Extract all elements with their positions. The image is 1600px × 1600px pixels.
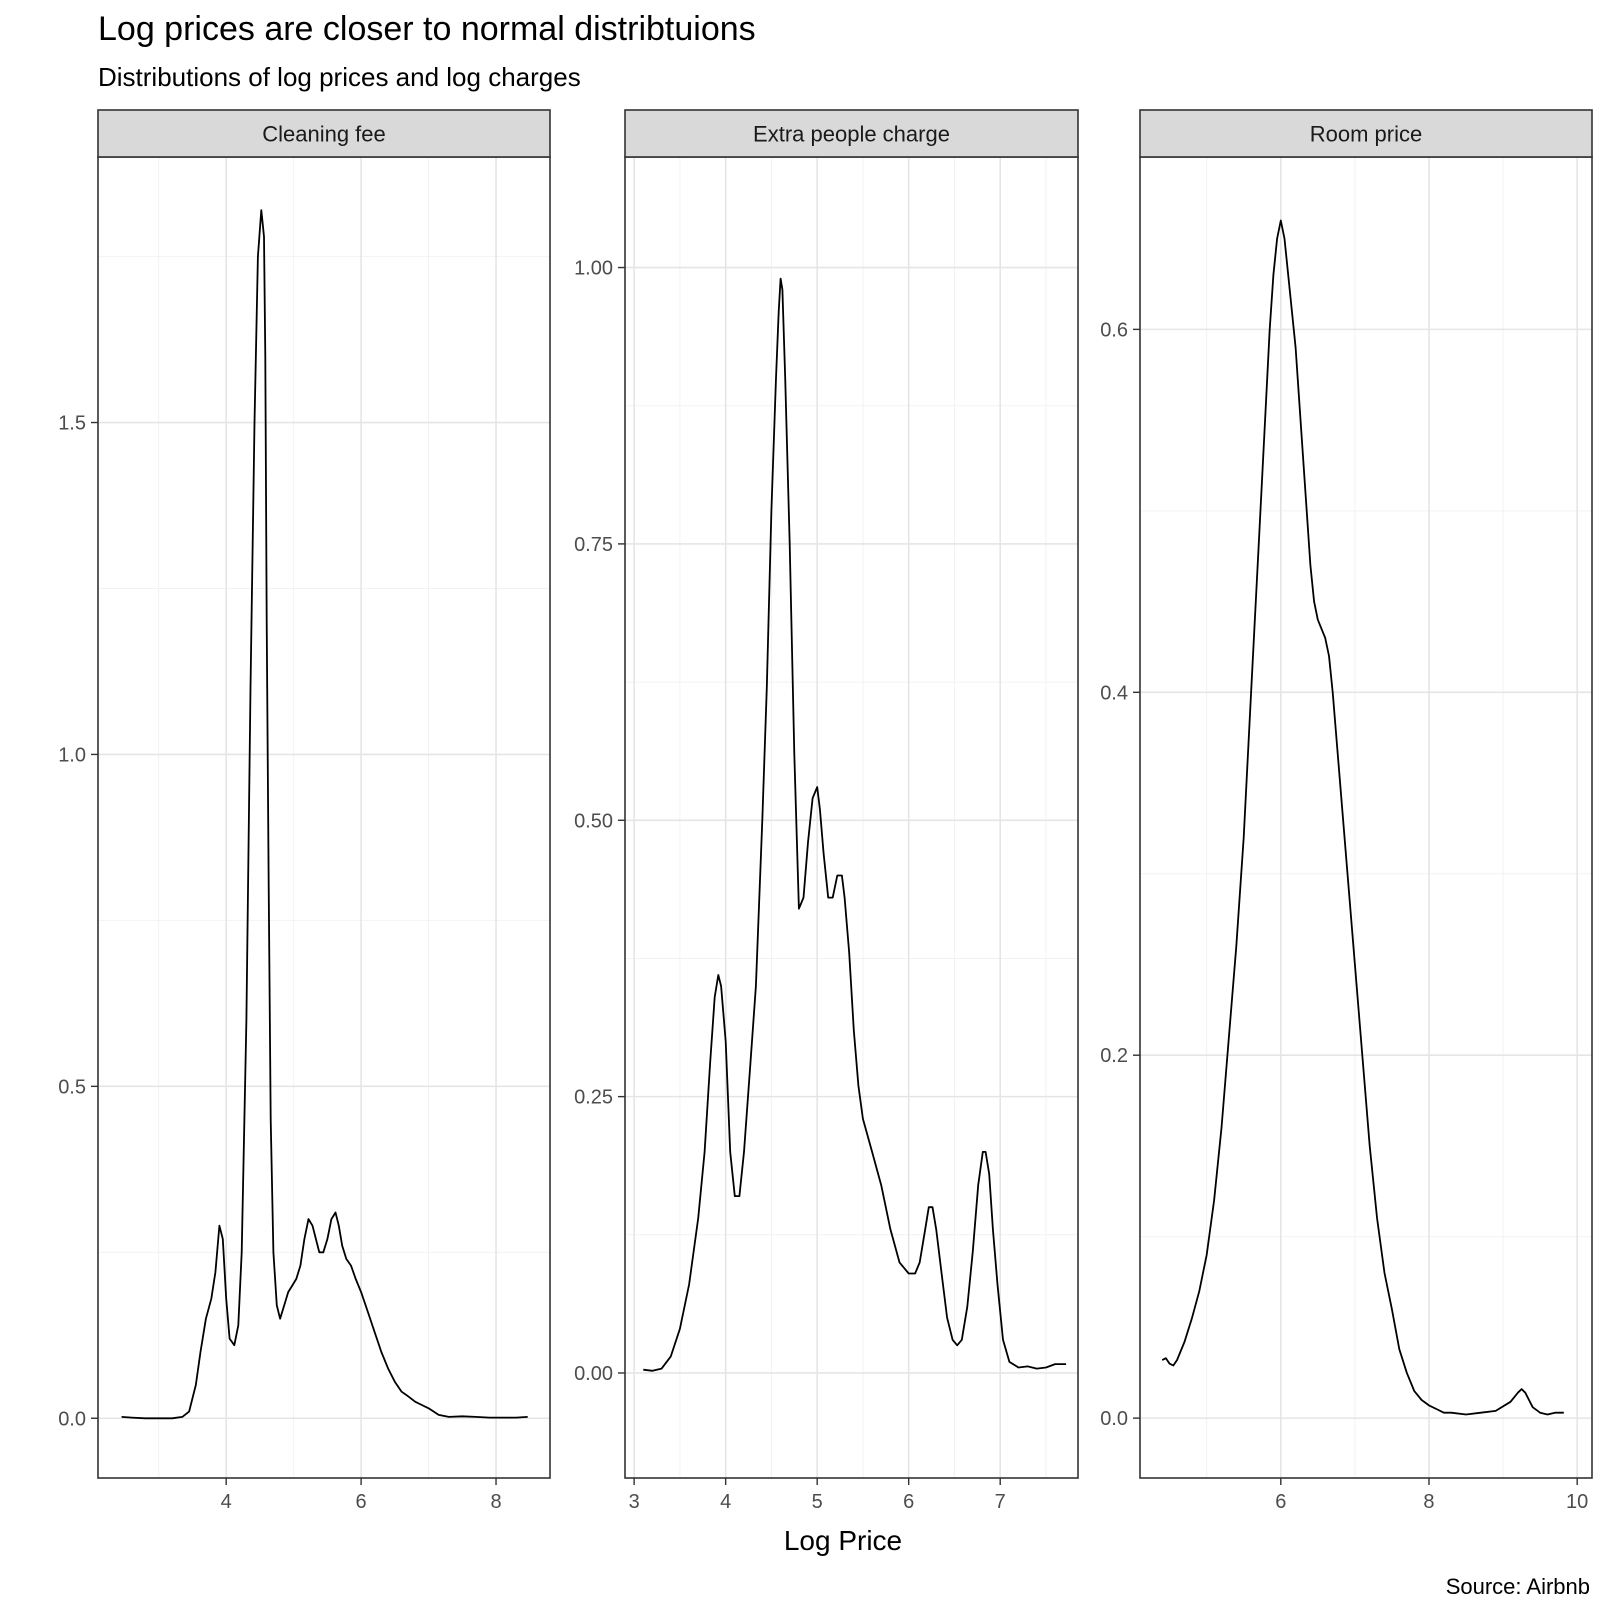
- y-tick-label: 1.5: [58, 413, 86, 435]
- facet-panel-1: Cleaning fee 4 6 8 0.0 0.5 1.0 1.5: [58, 109, 551, 1513]
- y-tick-label: 0.0: [1100, 1408, 1128, 1430]
- y-tick-label: 0.25: [574, 1087, 613, 1109]
- x-tick-label: 10: [1566, 1491, 1588, 1513]
- y-tick-label: 1.0: [58, 744, 86, 766]
- x-tick-label: 6: [356, 1491, 367, 1513]
- panel-border: [97, 156, 551, 1479]
- facet-panel-3: Room price 6 8 10 0.0 0.2 0.4 0.6: [1100, 109, 1593, 1513]
- y-tick-label: 0.5: [58, 1076, 86, 1098]
- x-tick-label: 6: [903, 1491, 914, 1513]
- density-line-3: [1161, 219, 1564, 1416]
- y-tick-label: 0.4: [1100, 682, 1128, 704]
- y-tick-label: 0.2: [1100, 1045, 1128, 1067]
- y-tick-label: 0.6: [1100, 319, 1128, 341]
- y-tick-label: 0.00: [574, 1363, 613, 1385]
- facet-strip-label: Extra people charge: [753, 122, 950, 147]
- x-axis-title: Log Price: [784, 1525, 902, 1556]
- density-line-1: [121, 209, 528, 1420]
- facet-strip-label: Room price: [1310, 122, 1422, 147]
- chart-caption: Source: Airbnb: [1445, 1574, 1590, 1599]
- chart-subtitle: Distributions of log prices and log char…: [98, 62, 581, 92]
- chart-title: Log prices are closer to normal distribt…: [98, 10, 756, 48]
- x-tick-label: 4: [221, 1491, 232, 1513]
- panel-border: [1139, 156, 1593, 1479]
- facet-panel-2: Extra people charge 3 4 5 6 7 0.00 0.25 0.50 0.75…: [574, 109, 1079, 1513]
- facet-strip: [624, 109, 1079, 158]
- x-tick-label: 4: [720, 1491, 731, 1513]
- x-tick-label: 6: [1275, 1491, 1286, 1513]
- density-line-2: [643, 277, 1067, 1372]
- y-tick-label: 0.0: [58, 1408, 86, 1430]
- x-tick-label: 7: [995, 1491, 1006, 1513]
- y-tick-label: 0.50: [574, 810, 613, 832]
- y-tick-label: 0.75: [574, 534, 613, 556]
- x-tick-label: 8: [490, 1491, 501, 1513]
- x-tick-label: 3: [629, 1491, 640, 1513]
- x-tick-label: 8: [1423, 1491, 1434, 1513]
- y-tick-label: 1.00: [574, 258, 613, 280]
- facet-strip: [97, 109, 551, 158]
- panel-border: [624, 156, 1079, 1479]
- facet-strip-label: Cleaning fee: [262, 122, 386, 147]
- facet-strip: [1139, 109, 1593, 158]
- x-tick-label: 5: [812, 1491, 823, 1513]
